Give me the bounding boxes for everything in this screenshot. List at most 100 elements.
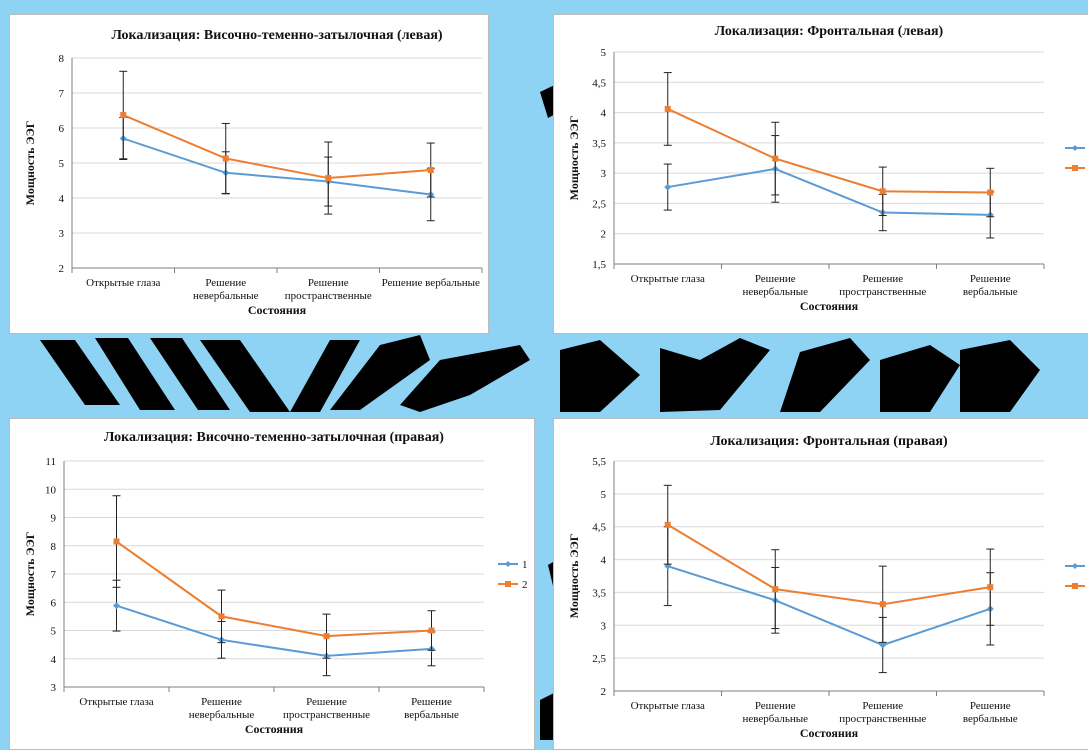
series-2-point xyxy=(120,112,127,119)
x-axis-label: Состояния xyxy=(800,726,859,740)
y-tick-label: 7 xyxy=(59,88,65,100)
y-tick-label: 3 xyxy=(59,228,65,240)
y-tick-label: 3 xyxy=(601,620,607,632)
x-tick-label: невербальные xyxy=(742,713,808,725)
series-2-line xyxy=(122,114,431,180)
series-2-point xyxy=(218,613,225,620)
series-2-point xyxy=(987,189,994,196)
x-axis-label: Состояния xyxy=(800,299,859,313)
series-2-line xyxy=(667,108,991,194)
y-tick-label: 5 xyxy=(601,489,607,501)
chart-1: Локализация: Височно-теменно-затылочная … xyxy=(23,28,483,317)
series-1-line xyxy=(667,565,991,647)
series-2-point xyxy=(879,601,886,608)
series-1-line xyxy=(667,167,991,216)
x-tick-label: невербальные xyxy=(189,709,255,721)
x-tick-label: Открытые глаза xyxy=(631,700,705,712)
y-tick-label: 3 xyxy=(51,682,57,694)
y-axis-label: Мощность ЭЭГ xyxy=(23,532,37,617)
x-tick-label: вербальные xyxy=(404,709,459,721)
x-axis-label: Состояния xyxy=(248,303,307,317)
x-tick-label: Решение вербальные xyxy=(382,277,480,289)
series-2-point xyxy=(879,188,886,195)
series-2-point xyxy=(222,155,229,162)
x-tick-label: Решение xyxy=(201,696,242,708)
x-tick-label: Решение xyxy=(755,700,796,712)
y-axis-label: Мощность ЭЭГ xyxy=(23,121,37,206)
chart-title: Локализация: Височно-теменно-затылочная … xyxy=(104,430,444,445)
series-1-line xyxy=(122,137,431,196)
x-tick-label: Решение xyxy=(970,273,1011,285)
series-2-point xyxy=(427,167,434,173)
y-tick-label: 10 xyxy=(45,484,57,496)
series-2-point xyxy=(428,627,435,634)
chart-2: Локализация: Фронтальная (левая) 1,5 2 2,5 3… xyxy=(567,24,1085,313)
y-tick-label: 2,5 xyxy=(592,198,606,210)
series-2-point xyxy=(987,584,994,591)
series-1-point xyxy=(664,562,672,570)
x-tick-label: Открытые глаза xyxy=(79,696,153,708)
x-tick-label: пространственные xyxy=(285,290,372,302)
x-tick-label: Решение xyxy=(755,273,796,285)
x-tick-label: Решение xyxy=(862,700,903,712)
chart-panel-4: Локализация: Фронтальная (правая) 2 2,5 3 3,… xyxy=(553,418,1088,750)
chart-title: Локализация: Височно-теменно-затылочная … xyxy=(111,28,442,43)
x-tick-label: пространственные xyxy=(839,713,926,725)
series-2-point xyxy=(325,175,332,182)
x-tick-label: пространственные xyxy=(283,709,370,721)
y-tick-label: 11 xyxy=(45,456,56,468)
x-tick-label: Решение xyxy=(862,273,903,285)
y-tick-label: 4,5 xyxy=(592,522,606,534)
series-1-point xyxy=(113,602,120,610)
x-tick-label: Открытые глаза xyxy=(86,277,160,289)
y-tick-label: 6 xyxy=(51,597,57,609)
y-tick-label: 2 xyxy=(601,686,607,698)
legend-marker xyxy=(1072,583,1078,589)
chart-title: Локализация: Фронтальная (левая) xyxy=(715,24,944,39)
legend-marker xyxy=(505,561,511,567)
series-2-point xyxy=(113,538,120,545)
y-tick-label: 5 xyxy=(51,626,57,638)
series-2-point xyxy=(664,105,671,112)
chart-3: Локализация: Височно-теменно-затылочная … xyxy=(23,430,528,736)
y-axis-label: Мощность ЭЭГ xyxy=(567,534,581,619)
y-tick-label: 4 xyxy=(601,108,607,120)
chart-title: Локализация: Фронтальная (правая) xyxy=(710,434,948,449)
legend-marker xyxy=(1072,145,1078,151)
series-1-point xyxy=(879,641,887,649)
y-tick-label: 6 xyxy=(59,123,65,135)
series-1-line xyxy=(116,604,432,657)
y-tick-label: 4 xyxy=(601,555,607,567)
y-tick-label: 4 xyxy=(51,654,57,666)
legend-marker xyxy=(505,581,511,587)
x-tick-label: пространственные xyxy=(839,286,926,298)
y-tick-label: 4,5 xyxy=(592,77,606,89)
y-tick-label: 2 xyxy=(601,229,607,241)
x-tick-label: Решение xyxy=(308,277,349,289)
chart-panel-3: Локализация: Височно-теменно-затылочная … xyxy=(9,418,535,750)
chart-panel-1: Локализация: Височно-теменно-затылочная … xyxy=(9,14,489,334)
series-2-line xyxy=(667,523,991,606)
y-tick-label: 1,5 xyxy=(592,259,606,271)
series-2-line xyxy=(115,540,432,638)
x-tick-label: Решение xyxy=(411,696,452,708)
chart-panel-2: Локализация: Фронтальная (левая) 1,5 2 2,5 3… xyxy=(553,14,1088,334)
series-2-point xyxy=(772,586,779,593)
x-tick-label: Решение xyxy=(970,700,1011,712)
y-tick-label: 9 xyxy=(51,513,57,525)
y-tick-label: 2,5 xyxy=(592,653,606,665)
y-tick-label: 2 xyxy=(59,263,65,275)
x-tick-label: Решение xyxy=(205,277,246,289)
y-tick-label: 3 xyxy=(601,168,607,180)
y-tick-label: 8 xyxy=(59,53,65,65)
series-1-point xyxy=(664,183,672,191)
y-tick-label: 4 xyxy=(59,193,65,205)
y-axis-label: Мощность ЭЭГ xyxy=(567,116,581,201)
legend-marker xyxy=(1072,563,1078,569)
x-tick-label: Открытые глаза xyxy=(631,273,705,285)
legend-label: 2 xyxy=(522,579,528,591)
legend-marker xyxy=(1072,165,1078,171)
x-axis-label: Состояния xyxy=(245,722,304,736)
x-tick-label: Решение xyxy=(306,696,347,708)
